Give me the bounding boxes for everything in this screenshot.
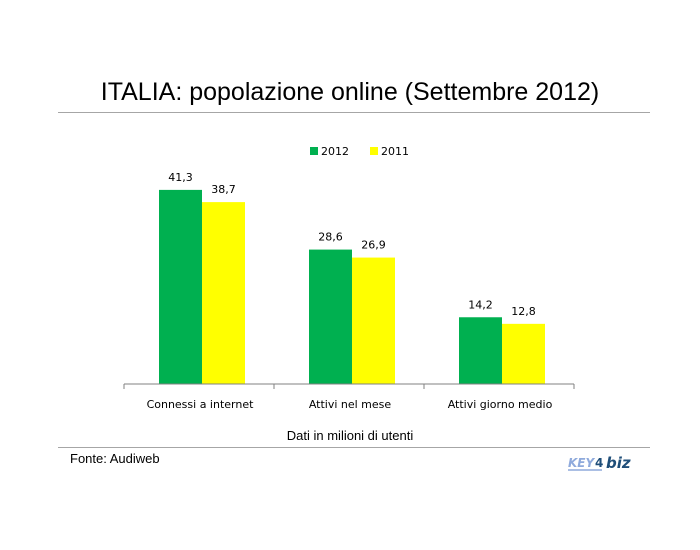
- svg-text:biz: biz: [606, 454, 631, 472]
- legend-label-2012: 2012: [321, 145, 349, 158]
- legend-swatch-2012: [310, 147, 318, 155]
- data-label-2012-3: 14,2: [468, 298, 493, 311]
- bar-2011-3: [502, 323, 545, 384]
- category-label-2: Attivi nel mese: [309, 398, 392, 411]
- title-divider: [58, 112, 650, 113]
- bar-2012-2: [309, 249, 352, 384]
- category-label-3: Attivi giorno medio: [448, 398, 553, 411]
- data-label-2011-3: 12,8: [511, 305, 536, 318]
- axis-note: Dati in milioni di utenti: [286, 428, 414, 443]
- footer-divider: [58, 447, 650, 448]
- svg-text:4: 4: [595, 456, 603, 470]
- chart-title: ITALIA: popolazione online (Settembre 20…: [100, 78, 600, 106]
- data-label-2011-1: 38,7: [211, 183, 236, 196]
- bar-2012-3: [459, 317, 502, 384]
- bar-2011-2: [352, 257, 395, 384]
- svg-text:KEY: KEY: [568, 456, 595, 470]
- bars: 41,3 38,7 28,6 26,9 14,2 12,8: [159, 171, 545, 384]
- data-label-2012-1: 41,3: [168, 171, 193, 184]
- data-label-2012-2: 28,6: [318, 231, 343, 244]
- legend-swatch-2011: [370, 147, 378, 155]
- source-label: Fonte: Audiweb: [70, 451, 160, 466]
- bar-2012-1: [159, 189, 202, 384]
- legend-label-2011: 2011: [381, 145, 409, 158]
- bar-2011-1: [202, 202, 245, 384]
- legend: 2012 2011: [310, 145, 409, 158]
- key4biz-logo: KEY 4 biz: [568, 454, 631, 472]
- bar-chart: 2012 2011 41,3 38,7 28,6 26,9 14,2 12,8 Connes…: [123, 145, 575, 411]
- x-axis: Connessi a internet Attivi nel mese Attivi…: [123, 383, 575, 411]
- category-label-1: Connessi a internet: [147, 398, 255, 411]
- data-label-2011-2: 26,9: [361, 239, 386, 252]
